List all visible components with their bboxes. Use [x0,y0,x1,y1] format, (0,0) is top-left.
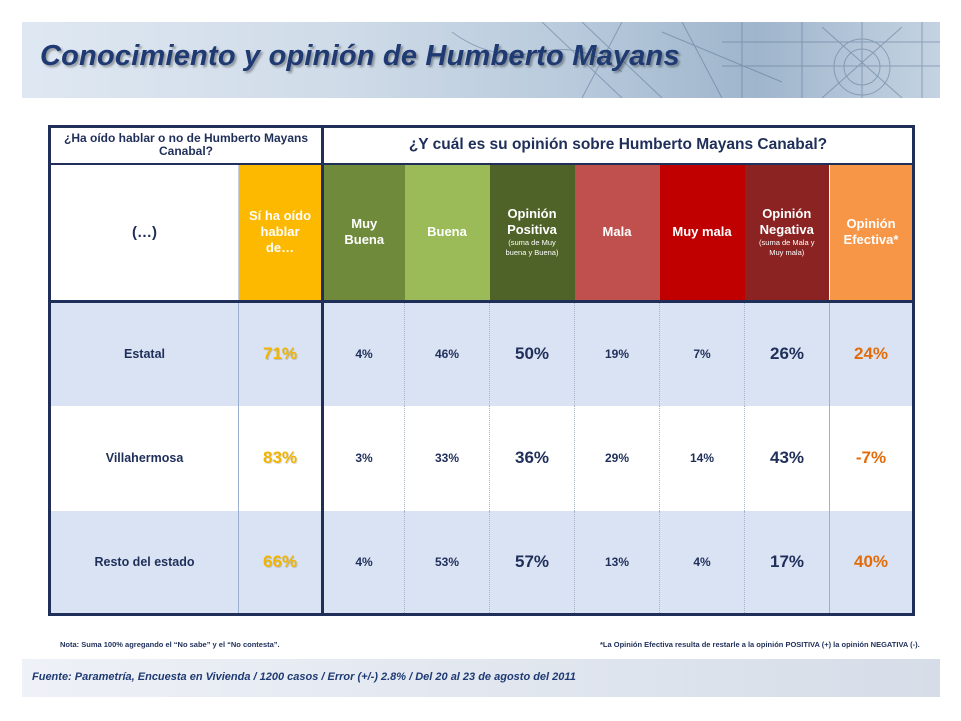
cell-negativa: 43% [744,405,830,511]
header-row-label-text: (…) [132,223,157,241]
cell-muy-buena: 4% [355,554,373,569]
cell-muy-mala: 7% [659,301,745,406]
header-positiva-note2: buena y Buena) [505,248,559,258]
header-muy-buena-line1: Muy [351,216,378,232]
cell-sabe: 66% [238,510,324,615]
cell-muy-buena: 4% [355,347,373,362]
row-label: Estatal [49,301,239,406]
table-note: Nota: Suma 100% agregando el “No sabe” y… [60,640,280,649]
header-buena-text: Buena [427,224,467,240]
header-muy-buena: Muy Buena [322,163,405,303]
cell-sabe: 71% [238,301,324,406]
header-positiva-line1: Opinión [507,206,557,222]
table-row-villahermosa: Villahermosa 83% 3% 33% 36% 29% 14% 43% … [49,405,914,511]
cell-muy-mala: 14% [659,405,745,511]
cell-mala: 13% [574,510,660,615]
header-efectiva: Opinión Efectiva* [829,163,914,303]
header-muy-mala-text: Muy mala [672,224,732,240]
header-negativa-note2: Muy mala) [769,248,805,258]
header-banner: Conocimiento y opinión de Humberto Mayan… [22,22,940,98]
header-sabe-line2: hablar [260,224,300,240]
header-sabe-line1: Sí ha oído [248,208,312,224]
header-negativa-note1: (suma de Mala y [759,238,815,248]
cell-efectiva: 40% [829,510,914,615]
cell-mala: 19% [574,301,660,406]
cell-positiva: 36% [489,405,575,511]
header-sabe: Sí ha oído hablar de… [238,163,324,303]
row-label: Villahermosa [49,405,239,511]
cell-buena: 53% [404,510,490,615]
header-positiva-line2: Positiva [507,222,557,238]
header-mala-text: Mala [602,224,632,240]
cell-sabe: 83% [238,405,324,511]
cell-mala: 29% [574,405,660,511]
cell-buena: 46% [404,301,490,406]
header-negativa-line1: Opinión [762,206,812,222]
page-title: Conocimiento y opinión de Humberto Mayan… [40,40,680,72]
cell-buena: 33% [404,405,490,511]
footer-bar: Fuente: Parametría, Encuesta en Vivienda… [22,659,940,697]
banner-decoration [451,22,940,98]
header-muy-mala: Muy mala [659,163,745,303]
header-negativa-line2: Negativa [759,222,814,238]
question-heard: ¿Ha oído hablar o no de Humberto Mayans … [49,126,324,165]
header-mala: Mala [574,163,660,303]
header-efectiva-line1: Opinión [846,216,896,232]
table-row-estatal: Estatal 71% 4% 46% 50% 19% 7% 26% 24% [49,301,914,406]
header-positiva-note1: (suma de Muy [508,238,556,248]
cell-muy-buena: 3% [355,451,373,465]
cell-negativa: 26% [744,301,830,406]
question-opinion: ¿Y cuál es su opinión sobre Humberto May… [322,126,914,165]
cell-efectiva: -7% [829,405,914,511]
cell-negativa: 17% [744,510,830,615]
cell-efectiva: 24% [829,301,914,406]
efectiva-footnote: *La Opinión Efectiva resulta de restarle… [600,640,920,649]
cell-muy-mala: 4% [659,510,745,615]
header-muy-buena-line2: Buena [344,232,385,248]
cell-positiva: 50% [489,301,575,406]
cell-positiva: 57% [489,510,575,615]
source-text: Fuente: Parametría, Encuesta en Vivienda… [32,671,576,683]
header-positiva: Opinión Positiva (suma de Muy buena y Bu… [489,163,575,303]
header-efectiva-line2: Efectiva* [843,232,899,248]
header-negativa: Opinión Negativa (suma de Mala y Muy mal… [744,163,830,303]
row-label: Resto del estado [49,510,239,615]
table-row-resto: Resto del estado 66% 4% 53% 57% 13% 4% 1… [49,510,914,615]
header-sabe-line3: de… [265,240,295,256]
survey-table: ¿Ha oído hablar o no de Humberto Mayans … [48,125,915,616]
header-row-label: (…) [49,163,239,303]
header-buena: Buena [404,163,490,303]
